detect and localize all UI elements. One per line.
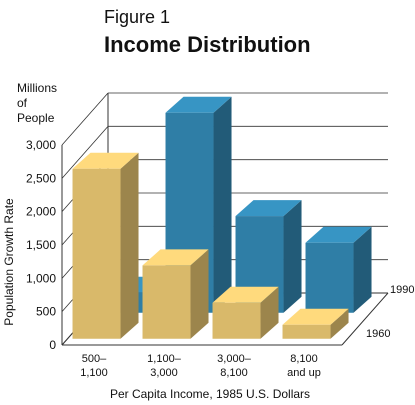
x-tick-label: 8,100 (290, 353, 318, 365)
figure-label: Figure 1 (104, 7, 170, 27)
bar-1990-4-front (305, 242, 354, 313)
y-tick-label: 2,500 (26, 171, 56, 185)
x-tick-label: and up (287, 367, 321, 379)
y-tick-label: 1,000 (26, 271, 56, 285)
x-tick-label: 1,100 (80, 367, 108, 379)
bar-1960-2 (142, 249, 209, 339)
series-label-1990: 1990 (390, 284, 414, 296)
bar-1960-2-top (142, 249, 209, 266)
x-tick-label: 3,000 (150, 367, 178, 379)
series-label-1960: 1960 (366, 328, 390, 340)
x-tick-label: 1,100– (147, 353, 182, 365)
bar-1990-4-side (353, 226, 372, 313)
bar-1960-3-side (260, 286, 279, 339)
bar-1990-2-side (213, 96, 232, 313)
bar-1960-3 (212, 286, 279, 339)
x-tick-label: 500– (82, 353, 107, 365)
bar-1960-3-top (212, 286, 279, 303)
bar-1960-1-side (120, 152, 139, 339)
bar-1990-4-top (305, 226, 372, 243)
bar-1990-4 (305, 226, 372, 313)
y-tick-label: 3,000 (26, 138, 56, 152)
unit-label-line-1: Millions (17, 81, 57, 95)
plot-area: 0 500 1,000 1,500 2,000 2,500 3,000 500– 1,100 1,… (26, 92, 414, 379)
bar-1960-1 (72, 152, 139, 339)
y-tick-label: 2,000 (26, 205, 56, 219)
bar-1990-3-top (235, 200, 302, 217)
x-axis-label: Per Capita Income, 1985 U.S. Dollars (110, 387, 310, 401)
y-tick-label: 0 (49, 338, 56, 352)
bar-1990-3-side (283, 200, 302, 313)
gridline-side (61, 92, 109, 146)
bar-1960-1-top (72, 152, 139, 169)
chart-title: Income Distribution (104, 32, 311, 57)
unit-label-line-3: People (17, 111, 55, 125)
gridline-side (61, 126, 109, 179)
y-tick-label: 1,500 (26, 238, 56, 252)
y-tick-label: 500 (36, 305, 56, 319)
bar-1960-1-front (72, 168, 121, 339)
bar-1960-4-front (282, 324, 331, 339)
floor-right-edge (341, 292, 389, 346)
unit-label-line-2: of (17, 96, 28, 110)
bar-1960-3-front (212, 302, 261, 339)
bar-1960-2-side (190, 249, 209, 339)
bar-1960-4-top (282, 308, 349, 325)
bar-1960-4-side (330, 308, 349, 339)
x-tick-label: 8,100 (220, 367, 248, 379)
x-tick-label: 3,000– (217, 353, 252, 365)
bar-1990-2-top (165, 96, 232, 113)
bar-1960-2-front (142, 265, 191, 339)
y-axis-label: Population Growth Rate (2, 198, 16, 326)
bar-1960-4 (282, 308, 349, 339)
